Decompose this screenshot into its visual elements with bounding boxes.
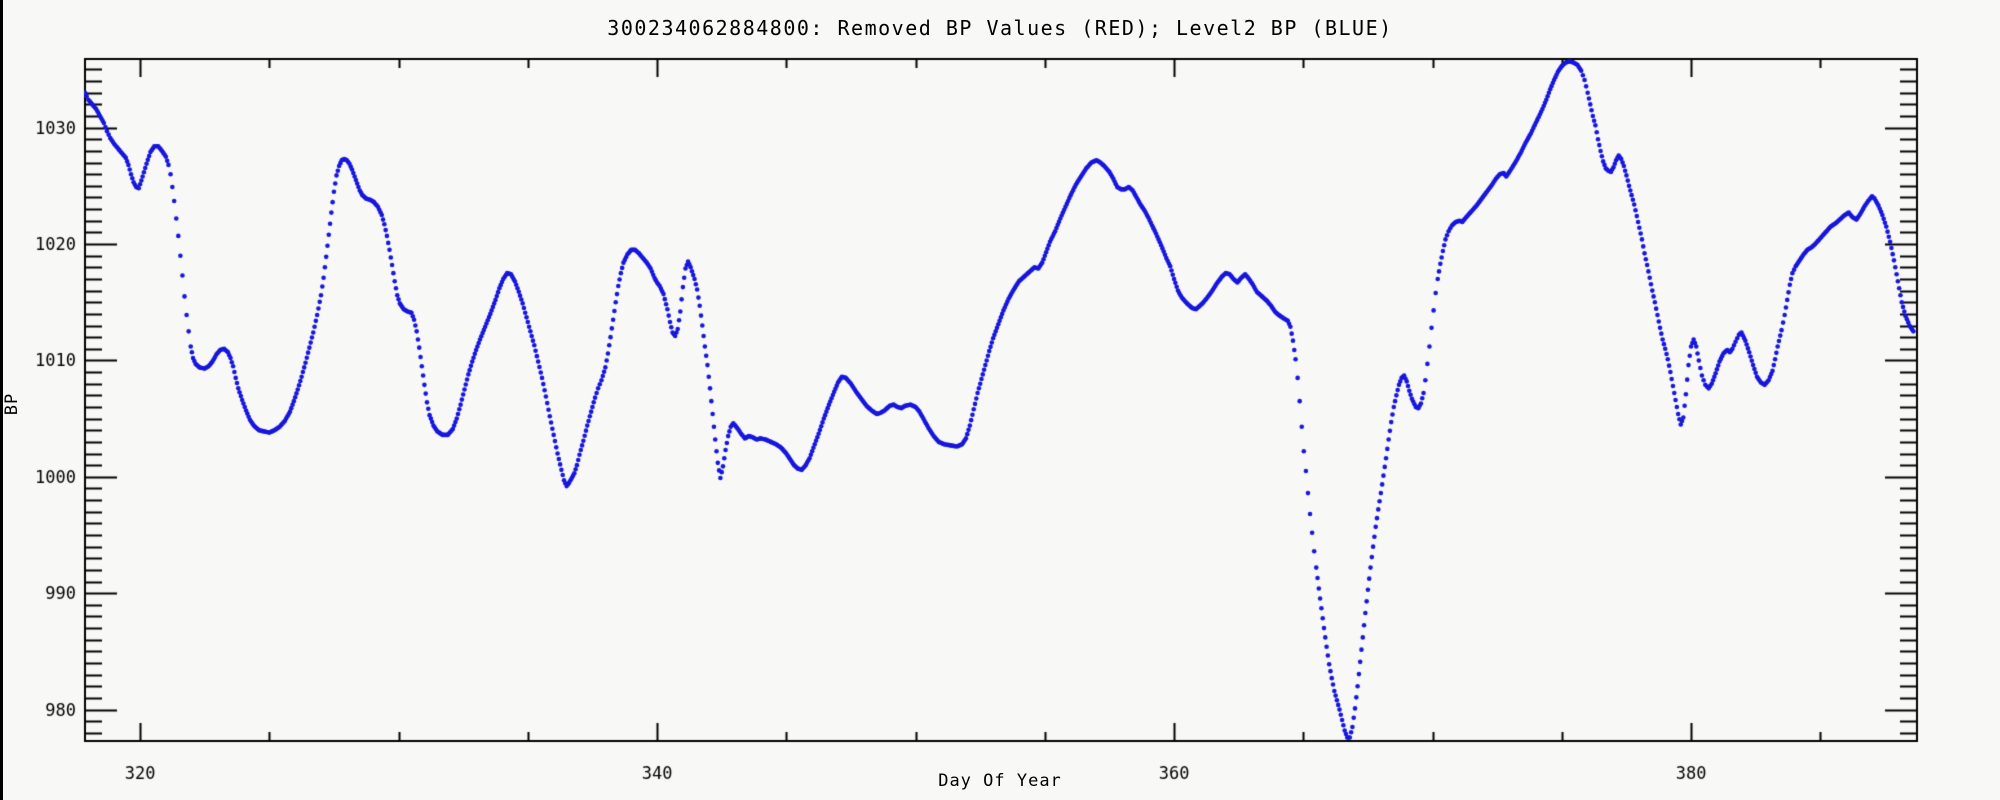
chart-title: 300234062884800: Removed BP Values (RED)… [607, 16, 1393, 40]
y-axis-label: BP [2, 392, 22, 416]
x-axis-label: Day Of Year [938, 771, 1062, 791]
